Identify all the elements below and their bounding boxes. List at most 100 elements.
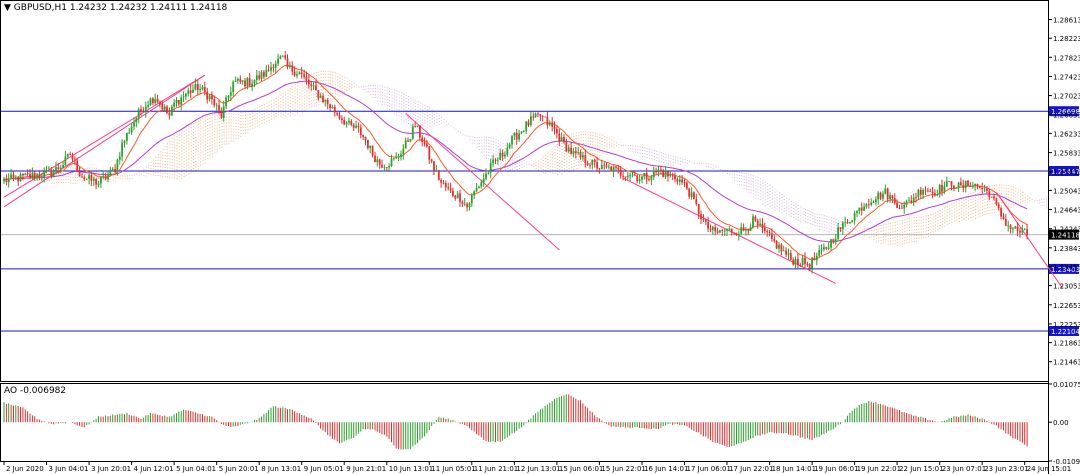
cloud-dot — [696, 162, 698, 164]
cloud-dot — [807, 210, 809, 211]
cloud-dot — [426, 124, 428, 126]
cloud-dot — [117, 178, 119, 179]
cloud-dot — [313, 96, 315, 98]
cloud-dot — [304, 82, 306, 84]
cloud-dot — [292, 98, 294, 100]
candle — [700, 210, 702, 224]
cloud-dot — [478, 146, 480, 147]
cloud-dot — [975, 208, 977, 210]
candle — [896, 199, 898, 208]
cloud-dot — [578, 131, 580, 133]
cloud-dot — [481, 142, 483, 144]
candle — [468, 202, 471, 211]
trend-line[interactable] — [405, 113, 560, 251]
cloud-dot — [561, 145, 563, 147]
cloud-dot — [956, 207, 958, 209]
cloud-dot — [965, 213, 967, 215]
cloud-dot — [949, 204, 951, 206]
time-tick-label: 5 Jun 20:01 — [219, 465, 259, 473]
cloud-dot — [301, 108, 303, 110]
cloud-dot — [304, 103, 306, 105]
cloud-dot — [382, 103, 383, 105]
cloud-dot — [828, 231, 830, 233]
cloud-dot — [183, 136, 185, 138]
candle — [624, 176, 627, 181]
trend-line[interactable] — [3, 74, 206, 208]
cloud-dot — [419, 120, 421, 122]
candle — [898, 204, 901, 210]
cloud-dot — [642, 147, 643, 148]
candle — [792, 257, 795, 266]
cloud-dot — [776, 205, 778, 207]
candle — [274, 60, 277, 74]
candle — [664, 166, 667, 179]
cloud-dot — [60, 182, 62, 184]
cloud-dot — [185, 150, 187, 152]
cloud-dot — [216, 124, 218, 126]
cloud-dot — [200, 161, 202, 163]
candle — [626, 171, 629, 180]
cloud-dot — [682, 158, 684, 160]
candle — [556, 125, 558, 139]
cloud-dot — [578, 137, 580, 139]
candle — [71, 152, 74, 163]
cloud-dot — [925, 221, 927, 223]
cloud-dot — [242, 133, 244, 135]
cloud-dot — [282, 105, 284, 107]
candle — [7, 173, 10, 188]
cloud-dot — [918, 216, 920, 218]
cloud-dot — [429, 113, 431, 115]
price-tick-label: 1.28613 — [1053, 17, 1080, 25]
cloud-dot — [280, 97, 282, 99]
cloud-dot — [939, 216, 941, 218]
cloud-dot — [991, 206, 993, 208]
cloud-dot — [401, 113, 402, 115]
cloud-dot — [866, 228, 868, 230]
cloud-dot — [504, 144, 506, 146]
cloud-dot — [398, 109, 400, 111]
cloud-dot — [1005, 190, 1007, 192]
cloud-dot — [656, 159, 658, 161]
cloud-dot — [240, 121, 242, 122]
cloud-dot — [268, 113, 270, 115]
menu-triangle-icon[interactable]: ▼ — [4, 3, 11, 13]
cloud-dot — [637, 146, 639, 148]
chart-header[interactable]: ▼ GBPUSD,H1 1.24232 1.24232 1.24111 1.24… — [4, 3, 227, 13]
cloud-dot — [571, 154, 573, 156]
cloud-dot — [417, 110, 419, 112]
candle — [38, 170, 41, 181]
price-tick-label: 1.23843 — [1053, 245, 1080, 253]
cloud-dot — [183, 160, 185, 162]
cloud-dot — [240, 115, 242, 116]
cloud-dot — [705, 163, 707, 164]
cloud-dot — [320, 80, 322, 81]
cloud-dot — [280, 106, 282, 108]
candle — [995, 197, 998, 206]
cloud-dot — [519, 168, 521, 169]
candle — [128, 128, 131, 134]
cloud-dot — [417, 122, 419, 124]
cloud-dot — [325, 82, 327, 84]
candle — [943, 181, 946, 194]
cloud-dot — [197, 138, 199, 140]
candle — [494, 158, 497, 164]
cloud-dot — [174, 165, 176, 167]
cloud-dot — [209, 139, 211, 141]
cloud-dot — [318, 71, 320, 73]
cloud-dot — [209, 118, 211, 120]
cloud-dot — [840, 221, 842, 222]
cloud-dot — [190, 163, 192, 165]
cloud-dot — [497, 140, 499, 142]
cloud-dot — [972, 191, 974, 193]
candle — [85, 178, 88, 180]
cloud-dot — [145, 175, 147, 177]
cloud-dot — [301, 78, 303, 80]
trend-line[interactable] — [995, 192, 1063, 289]
cloud-dot — [939, 210, 941, 212]
cloud-dot — [426, 127, 428, 129]
candle — [414, 122, 416, 128]
cloud-dot — [178, 149, 180, 151]
cloud-dot — [235, 122, 237, 124]
cloud-dot — [308, 104, 310, 106]
